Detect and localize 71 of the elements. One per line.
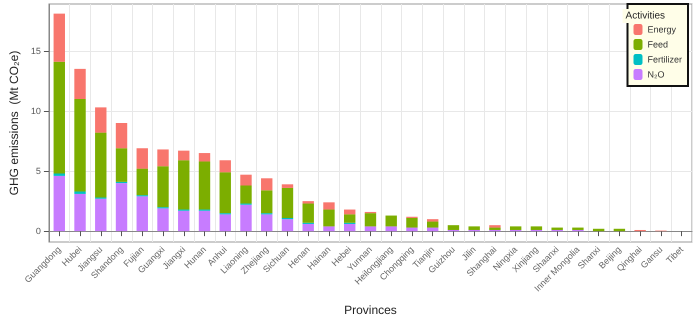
bar (74, 194, 86, 232)
y-tick-label: 15 (30, 46, 41, 56)
bar (426, 222, 438, 228)
bar (157, 166, 169, 208)
legend-title: Activities (626, 10, 665, 22)
bar (385, 216, 397, 226)
bar (510, 226, 522, 230)
legend-label: N₂O (648, 70, 664, 80)
bar (198, 210, 210, 232)
bar (54, 173, 65, 176)
bar (178, 160, 190, 210)
bar (54, 14, 65, 62)
bar (323, 226, 335, 232)
bar (220, 172, 231, 214)
bar (240, 174, 252, 186)
y-tick-label: 0 (36, 226, 41, 236)
bar (344, 210, 356, 214)
bar (54, 62, 65, 174)
bar (95, 107, 106, 133)
bar (344, 214, 356, 223)
bar (261, 190, 272, 214)
bar (406, 218, 418, 228)
bar (198, 153, 210, 162)
bar (95, 132, 106, 198)
bar (74, 68, 86, 99)
bar (136, 196, 148, 232)
legend-label: Feed (648, 40, 668, 50)
bar (240, 186, 252, 204)
bar (468, 226, 480, 230)
x-axis-title: Provinces (344, 303, 397, 317)
bar (220, 214, 231, 232)
bar (116, 183, 128, 232)
y-tick-label: 5 (36, 166, 41, 176)
bar (178, 210, 190, 232)
bar (240, 204, 252, 232)
bar (302, 201, 314, 204)
bar (116, 148, 128, 182)
bar (302, 224, 314, 232)
legend-label: Energy (648, 24, 677, 34)
bar (116, 123, 128, 148)
bar (323, 210, 335, 226)
bar (282, 184, 294, 188)
bar (385, 226, 397, 232)
bar (157, 149, 169, 166)
bar (406, 228, 418, 232)
bar (282, 188, 294, 218)
bar (136, 148, 148, 169)
bar (323, 202, 335, 210)
bar (448, 225, 460, 230)
y-tick-label: 10 (30, 106, 41, 116)
y-axis-title: GHG emissions (Mt CO₂e) (7, 50, 21, 196)
bar (74, 98, 86, 192)
bar (157, 208, 169, 232)
legend-label: Fertilizer (648, 54, 682, 64)
bar (530, 226, 542, 230)
bar (364, 226, 376, 232)
bar (198, 161, 210, 210)
bar (261, 214, 272, 232)
bar (426, 228, 438, 232)
bar (489, 225, 501, 228)
bar (261, 178, 272, 190)
bar (344, 224, 356, 232)
bar (426, 219, 438, 222)
bar (282, 219, 294, 232)
bar (54, 176, 65, 232)
bar (364, 213, 376, 226)
bar (178, 150, 190, 160)
bar (136, 168, 148, 196)
bar (302, 204, 314, 223)
bar (220, 160, 231, 172)
bar (95, 198, 106, 232)
